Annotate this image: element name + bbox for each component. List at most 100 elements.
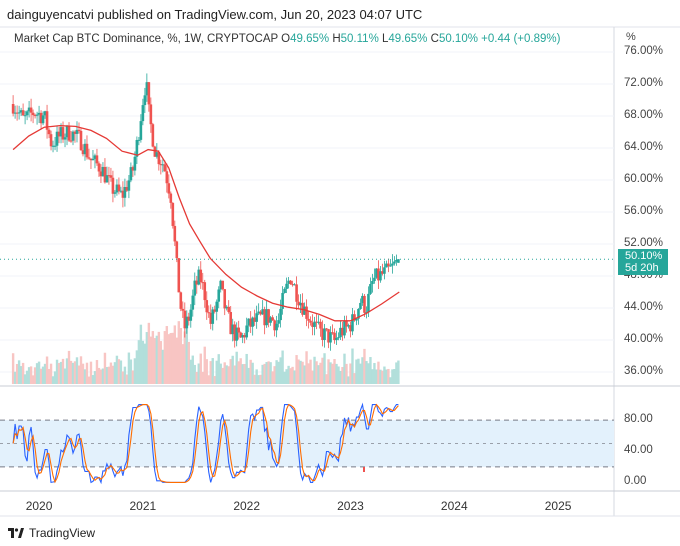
candle bbox=[215, 299, 219, 321]
candle bbox=[267, 308, 270, 328]
volume-bar bbox=[321, 357, 324, 384]
volume-bar bbox=[319, 362, 322, 384]
volume-bar bbox=[135, 350, 139, 384]
candle bbox=[265, 300, 268, 328]
volume-bar bbox=[203, 346, 206, 384]
time-axis-label: 2022 bbox=[233, 499, 261, 513]
candle bbox=[65, 124, 69, 146]
candle bbox=[271, 315, 274, 321]
candle bbox=[237, 320, 240, 340]
volume-bar bbox=[253, 374, 256, 384]
volume-bar bbox=[297, 359, 300, 384]
volume-bar bbox=[225, 365, 228, 384]
candle bbox=[117, 177, 121, 195]
volume-bar bbox=[217, 354, 220, 384]
volume-bar bbox=[299, 360, 302, 384]
candle bbox=[97, 161, 101, 177]
volume-bar bbox=[77, 365, 81, 384]
volume-bar bbox=[171, 332, 175, 384]
volume-bar bbox=[367, 363, 370, 384]
volume-bar bbox=[131, 370, 135, 384]
volume-bar bbox=[57, 363, 61, 384]
candle bbox=[323, 323, 326, 348]
candle bbox=[211, 306, 215, 331]
volume-bar bbox=[39, 368, 43, 384]
volume-bar bbox=[315, 361, 318, 384]
volume-bar bbox=[21, 362, 25, 384]
high-value: 50.11% bbox=[340, 33, 379, 45]
volume-bar bbox=[289, 368, 292, 384]
chart-legend[interactable]: Market Cap BTC Dominance, %, 1W, CRYPTOC… bbox=[14, 33, 560, 45]
volume-bar bbox=[281, 350, 284, 384]
candle bbox=[209, 304, 213, 330]
candle bbox=[235, 322, 238, 347]
volume-bar bbox=[53, 371, 57, 384]
candle bbox=[47, 128, 51, 139]
low-label: L bbox=[382, 33, 389, 45]
candle bbox=[375, 268, 378, 279]
candle bbox=[191, 289, 195, 317]
candle bbox=[311, 314, 314, 336]
candle bbox=[63, 133, 67, 148]
volume-bar bbox=[125, 374, 129, 384]
candle bbox=[257, 303, 260, 316]
candle bbox=[239, 331, 242, 338]
volume-bar bbox=[17, 360, 21, 384]
volume-bar bbox=[247, 367, 250, 384]
candle bbox=[345, 315, 348, 333]
candle bbox=[189, 304, 193, 328]
oscillator-axis-label: 80.00 bbox=[624, 413, 653, 426]
volume-bar bbox=[163, 331, 167, 384]
candle bbox=[179, 291, 183, 312]
price-axis-label: 60.00% bbox=[624, 173, 664, 185]
volume-bar bbox=[185, 326, 188, 384]
volume-bar bbox=[349, 363, 352, 384]
volume-bar bbox=[303, 365, 306, 384]
candle bbox=[373, 268, 376, 284]
brand[interactable]: TradingView bbox=[8, 526, 95, 540]
volume-bar bbox=[117, 359, 121, 384]
candle bbox=[295, 276, 298, 311]
volume-bar bbox=[335, 363, 338, 384]
volume-bar bbox=[113, 362, 117, 384]
volume-bar bbox=[295, 355, 298, 384]
volume-bar bbox=[141, 340, 145, 384]
candle bbox=[71, 130, 75, 146]
volume-bar bbox=[165, 326, 169, 384]
volume-bar bbox=[193, 364, 196, 384]
candle bbox=[87, 148, 91, 160]
time-axis-label: 2024 bbox=[440, 499, 468, 513]
volume-bar bbox=[243, 363, 246, 384]
volume-bar bbox=[325, 374, 328, 384]
volume-bar bbox=[23, 374, 27, 384]
price-axis-label: 64.00% bbox=[624, 141, 664, 153]
candle bbox=[251, 316, 254, 336]
candle bbox=[319, 318, 322, 337]
candle bbox=[139, 114, 143, 143]
volume-bar bbox=[273, 366, 276, 384]
price-axis-label: 76.00% bbox=[624, 45, 664, 57]
candle bbox=[391, 254, 394, 274]
candle bbox=[141, 98, 145, 126]
candle bbox=[17, 105, 21, 120]
volume-bar bbox=[361, 357, 364, 384]
candle bbox=[157, 150, 161, 171]
candle bbox=[385, 260, 388, 268]
candle bbox=[167, 174, 171, 199]
candle bbox=[15, 105, 19, 121]
candle bbox=[247, 318, 250, 333]
volume-bar bbox=[121, 371, 125, 384]
volume-bar bbox=[127, 352, 131, 384]
candle bbox=[305, 299, 308, 327]
candle bbox=[303, 302, 306, 316]
volume-bar bbox=[133, 358, 137, 384]
volume-bar bbox=[291, 366, 294, 384]
candle bbox=[123, 178, 127, 207]
volume-bar bbox=[91, 375, 95, 384]
volume-bar bbox=[85, 362, 89, 384]
candle bbox=[377, 260, 380, 290]
volume-bar bbox=[75, 357, 79, 384]
volume-bar bbox=[237, 361, 240, 384]
volume-bar bbox=[99, 369, 103, 384]
